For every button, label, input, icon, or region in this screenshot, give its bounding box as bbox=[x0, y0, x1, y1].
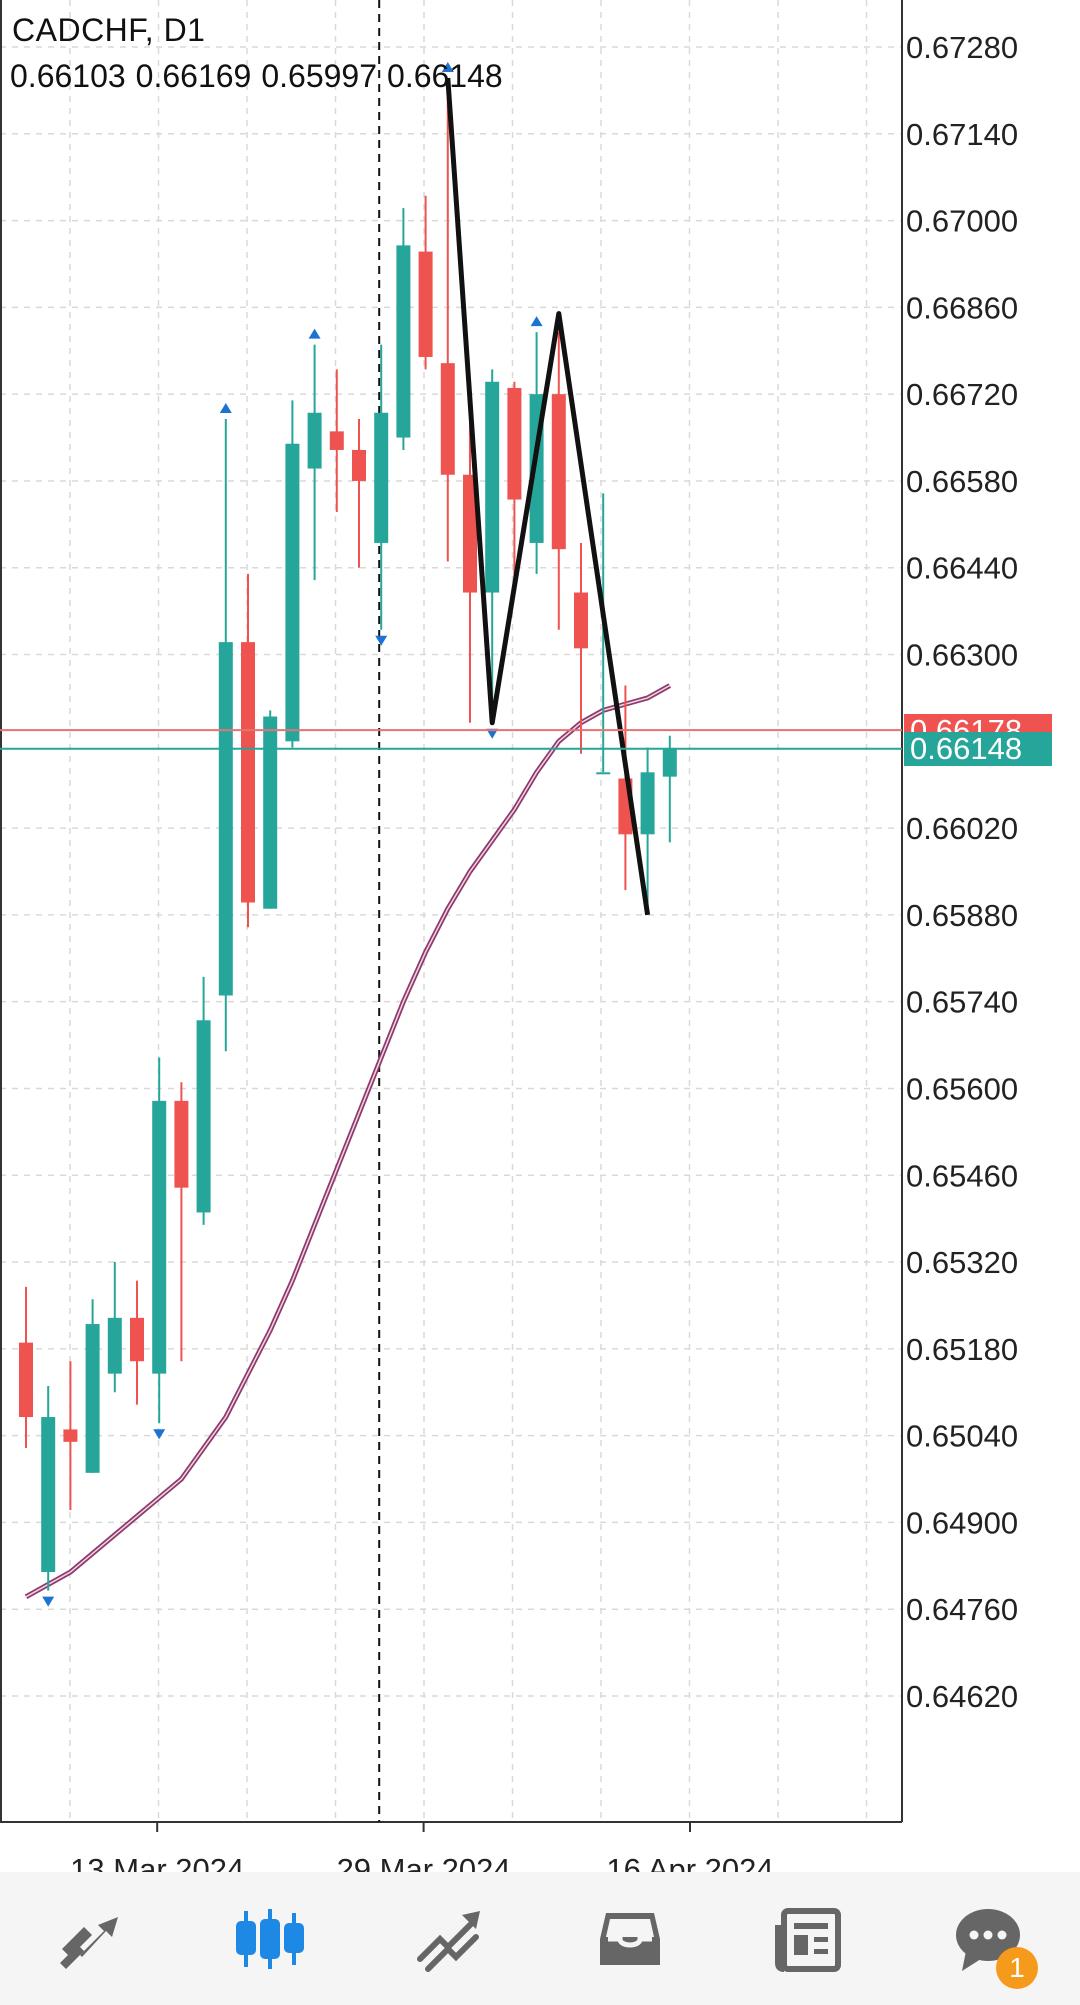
candle-body bbox=[440, 363, 455, 475]
candle-body bbox=[640, 772, 655, 835]
candle-body bbox=[241, 642, 255, 903]
ohlc-close: 0.66148 bbox=[387, 58, 503, 94]
candle-body bbox=[41, 1417, 56, 1573]
candle-body bbox=[307, 412, 322, 469]
x-tick-label: 29 Mar 2024 bbox=[337, 1852, 511, 1872]
candle-body bbox=[418, 251, 433, 357]
zigzag-line bbox=[445, 77, 651, 916]
messages-icon bbox=[956, 1908, 1020, 1971]
y-tick-label: 0.64760 bbox=[906, 1592, 1018, 1627]
candle-body bbox=[596, 772, 611, 775]
candle-body bbox=[107, 1317, 122, 1374]
news-icon bbox=[775, 1907, 841, 1972]
chart-area[interactable]: 0.67280 0.67140 0.67000 0.66860 0.66720 0.665… bbox=[0, 0, 1080, 1872]
candle-body bbox=[285, 443, 300, 742]
y-tick-label: 0.65180 bbox=[906, 1332, 1018, 1367]
chart-icon bbox=[236, 1908, 304, 1969]
candle-body bbox=[485, 381, 500, 593]
y-tick-label: 0.66020 bbox=[906, 811, 1018, 846]
fractal-up-marker bbox=[530, 316, 543, 327]
quotes-icon bbox=[60, 1916, 118, 1969]
ohlc-readout: 0.66103 0.66169 0.65997 0.66148 bbox=[10, 58, 513, 95]
y-tick-label: 0.66300 bbox=[906, 638, 1018, 673]
candle-body bbox=[196, 1020, 211, 1213]
ohlc-high: 0.66169 bbox=[135, 58, 252, 94]
fractal-up-marker bbox=[308, 328, 321, 339]
moving-average-highlight bbox=[25, 684, 671, 1598]
news-button[interactable] bbox=[750, 1889, 870, 1989]
x-tick-label: 16 Apr 2024 bbox=[606, 1852, 773, 1872]
trade-button[interactable] bbox=[390, 1889, 510, 1989]
candle-body bbox=[352, 449, 366, 481]
y-tick-label: 0.67000 bbox=[906, 204, 1018, 239]
y-tick-label: 0.66580 bbox=[906, 464, 1018, 499]
y-tick-label: 0.65880 bbox=[906, 898, 1018, 933]
y-tick-label: 0.66440 bbox=[906, 551, 1018, 586]
y-tick-label: 0.65320 bbox=[906, 1245, 1018, 1280]
candle-body bbox=[396, 245, 411, 438]
y-tick-label: 0.65460 bbox=[906, 1158, 1018, 1193]
fractal-down-marker bbox=[486, 728, 499, 739]
y-tick-label: 0.66860 bbox=[906, 290, 1018, 325]
fractal-down-marker bbox=[153, 1429, 166, 1440]
candle-body bbox=[463, 474, 477, 593]
bid-price-tag: 0.66148 bbox=[904, 731, 1052, 766]
quotes-button[interactable] bbox=[30, 1889, 150, 1989]
symbol-title: CADCHF, D1 bbox=[12, 12, 206, 48]
y-tick-label: 0.64900 bbox=[906, 1505, 1018, 1540]
candle-body bbox=[574, 592, 588, 649]
candle-body bbox=[218, 642, 233, 996]
candle-body bbox=[263, 716, 278, 909]
y-tick-label: 0.67140 bbox=[906, 117, 1018, 152]
candle-body bbox=[152, 1100, 167, 1374]
messages-button[interactable]: 1 bbox=[930, 1889, 1050, 1989]
candle-body bbox=[85, 1324, 100, 1473]
candle-body bbox=[662, 748, 677, 777]
messages-badge: 1 bbox=[996, 1946, 1038, 1989]
candle-body bbox=[19, 1342, 33, 1418]
chart-svg[interactable]: 0.67280 0.67140 0.67000 0.66860 0.66720 0.665… bbox=[0, 0, 1080, 1872]
candle-body bbox=[130, 1317, 144, 1362]
y-tick-label: 0.66720 bbox=[906, 377, 1018, 412]
candle-body bbox=[63, 1429, 78, 1442]
fractal-down-marker bbox=[375, 635, 388, 646]
y-tick-label: 0.65040 bbox=[906, 1419, 1018, 1454]
candle-body bbox=[329, 431, 344, 450]
y-tick-label: 0.64620 bbox=[906, 1679, 1018, 1714]
fractal-up-marker bbox=[441, 61, 454, 72]
candle-body bbox=[551, 394, 566, 550]
x-tick-label: 13 Mar 2024 bbox=[70, 1852, 244, 1872]
ohlc-open: 0.66103 bbox=[10, 58, 126, 94]
trade-icon bbox=[417, 1910, 480, 1972]
candle-body bbox=[174, 1100, 189, 1188]
candle-body bbox=[507, 387, 522, 500]
bottom-nav-bar: 1 bbox=[0, 1872, 1080, 2005]
fractal-up-marker bbox=[219, 402, 232, 413]
history-icon bbox=[600, 1912, 660, 1965]
candle-body bbox=[374, 412, 389, 543]
chart-button[interactable] bbox=[210, 1889, 330, 1989]
y-tick-label: 0.65740 bbox=[906, 985, 1018, 1020]
history-button[interactable] bbox=[570, 1889, 690, 1989]
ohlc-low: 0.65997 bbox=[261, 58, 378, 94]
y-tick-label: 0.65600 bbox=[906, 1071, 1018, 1106]
fractal-down-marker bbox=[42, 1596, 55, 1607]
y-tick-label: 0.67280 bbox=[906, 30, 1018, 65]
ask-price-tag: 0.66178 bbox=[904, 714, 1052, 735]
